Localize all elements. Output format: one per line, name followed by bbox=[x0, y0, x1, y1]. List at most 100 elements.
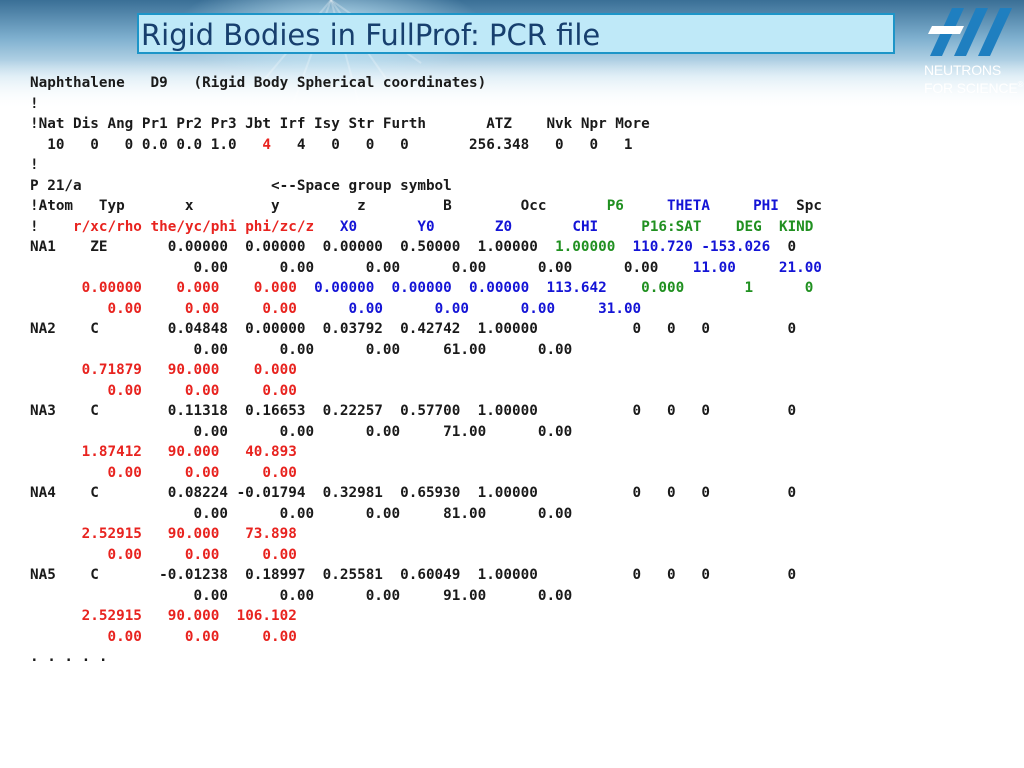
pcr-segment: 1.87412 90.000 40.893 bbox=[81, 444, 297, 460]
pcr-segment: 0.00000 0.00000 0.00000 113.642 bbox=[314, 280, 607, 296]
pcr-segment: 0.00 0.00 0.00 bbox=[107, 546, 297, 563]
pcr-segment: 0.00 0.00 0.00 bbox=[107, 300, 297, 317]
pcr-line: Naphthalene D9 (Rigid Body Spherical coo… bbox=[30, 73, 822, 94]
pcr-line: 10 0 0 0.0 0.0 1.0 4 4 0 0 0 256.348 0 0… bbox=[30, 135, 822, 156]
pcr-line: 0.00 0.00 0.00 0.00 0.00 0.00 11.00 21.0… bbox=[30, 258, 822, 279]
pcr-segment: !Nat Dis Ang Pr1 Pr2 Pr3 Jbt Irf Isy Str… bbox=[30, 116, 650, 132]
pcr-line: NA2 C 0.04848 0.00000 0.03792 0.42742 1.… bbox=[30, 319, 822, 340]
pcr-segment bbox=[314, 219, 340, 235]
pcr-line: ! bbox=[30, 94, 822, 115]
pcr-segment: !Atom Typ x y z B Occ bbox=[30, 198, 607, 214]
pcr-segment: 0.00 0.00 0.00 bbox=[107, 464, 297, 481]
pcr-segment bbox=[30, 547, 107, 563]
pcr-line: !Nat Dis Ang Pr1 Pr2 Pr3 Jbt Irf Isy Str… bbox=[30, 114, 822, 135]
pcr-segment: P 21/a <--Space group symbol bbox=[30, 177, 452, 194]
pcr-segment: KIND bbox=[778, 218, 814, 235]
pcr-segment: Naphthalene D9 (Rigid Body Spherical coo… bbox=[30, 75, 487, 91]
pcr-segment bbox=[357, 219, 417, 235]
pcr-segment bbox=[297, 280, 314, 296]
pcr-segment bbox=[30, 301, 107, 317]
pcr-line: 0.00 0.00 0.00 bbox=[30, 381, 822, 402]
pcr-line: 0.00 0.00 0.00 91.00 0.00 bbox=[30, 586, 822, 607]
pcr-segment: 0.00000 0.000 0.000 bbox=[81, 280, 297, 296]
pcr-segment: Y0 bbox=[417, 218, 435, 235]
pcr-line: 0.00 0.00 0.00 81.00 0.00 bbox=[30, 504, 822, 525]
pcr-segment: ! bbox=[30, 157, 39, 173]
pcr-line: !Atom Typ x y z B Occ P6 THETA PHI Spc bbox=[30, 196, 822, 217]
pcr-segment: 0 bbox=[770, 239, 797, 255]
pcr-line: NA5 C -0.01238 0.18997 0.25581 0.60049 1… bbox=[30, 565, 822, 586]
pcr-line: P 21/a <--Space group symbol bbox=[30, 176, 822, 197]
pcr-segment: NA2 C 0.04848 0.00000 0.03792 0.42742 1.… bbox=[30, 321, 797, 337]
pcr-file-listing: Naphthalene D9 (Rigid Body Spherical coo… bbox=[30, 73, 822, 668]
pcr-segment: 11.00 bbox=[692, 259, 736, 276]
pcr-segment bbox=[607, 280, 641, 296]
pcr-line: 2.52915 90.000 73.898 bbox=[30, 524, 822, 545]
pcr-segment bbox=[598, 219, 641, 235]
pcr-line: . . . . . bbox=[30, 647, 822, 668]
ill-logo: NEUTRONS FOR SCIENCE® bbox=[924, 4, 1024, 104]
pcr-segment: 0.00 0.00 0.00 bbox=[107, 382, 297, 399]
pcr-line: 0.00 0.00 0.00 bbox=[30, 627, 822, 648]
pcr-line: 0.00 0.00 0.00 61.00 0.00 bbox=[30, 340, 822, 361]
pcr-segment bbox=[30, 362, 82, 378]
pcr-segment: NA1 ZE 0.00000 0.00000 0.00000 0.50000 1… bbox=[30, 239, 556, 255]
pcr-segment bbox=[710, 198, 753, 214]
pcr-line: ! bbox=[30, 155, 822, 176]
pcr-segment bbox=[30, 280, 82, 296]
pcr-line: 0.00 0.00 0.00 bbox=[30, 463, 822, 484]
pcr-segment: CHI bbox=[572, 218, 599, 235]
logo-tagline-neutrons: NEUTRONS bbox=[924, 62, 1001, 78]
title-box: Rigid Bodies in FullProf: PCR file bbox=[137, 13, 895, 54]
pcr-segment bbox=[30, 465, 107, 481]
pcr-segment: 0.00 0.00 0.00 91.00 0.00 bbox=[30, 587, 573, 604]
pcr-segment: 0.00 0.00 0.00 bbox=[107, 628, 297, 645]
pcr-segment: Z0 bbox=[494, 218, 513, 235]
pcr-segment bbox=[624, 198, 667, 214]
pcr-segment: 2.52915 90.000 106.102 bbox=[81, 608, 297, 624]
pcr-segment: 0.000 1 0 bbox=[641, 280, 814, 296]
pcr-segment bbox=[30, 444, 82, 460]
pcr-line: 2.52915 90.000 106.102 bbox=[30, 606, 822, 627]
pcr-segment: DEG bbox=[735, 218, 762, 235]
pcr-line: NA4 C 0.08224 -0.01794 0.32981 0.65930 1… bbox=[30, 483, 822, 504]
pcr-segment bbox=[30, 608, 82, 624]
pcr-segment bbox=[762, 219, 779, 235]
pcr-segment: 2.52915 90.000 73.898 bbox=[81, 526, 297, 542]
pcr-segment bbox=[736, 260, 779, 276]
pcr-segment: 0.00 0.00 0.00 61.00 0.00 bbox=[30, 341, 573, 358]
pcr-segment: NA4 C 0.08224 -0.01794 0.32981 0.65930 1… bbox=[30, 485, 797, 501]
pcr-segment bbox=[435, 219, 495, 235]
pcr-segment: THETA bbox=[666, 198, 711, 214]
pcr-segment: 1.00000 bbox=[555, 239, 616, 255]
pcr-line: 0.00000 0.000 0.000 0.00000 0.00000 0.00… bbox=[30, 278, 822, 299]
pcr-segment: 0.00 0.00 0.00 0.00 0.00 0.00 bbox=[30, 259, 693, 276]
pcr-segment: X0 bbox=[339, 218, 358, 235]
pcr-segment: 0.00 0.00 0.00 81.00 0.00 bbox=[30, 505, 573, 522]
pcr-line: 0.71879 90.000 0.000 bbox=[30, 360, 822, 381]
pcr-segment: P6 bbox=[606, 198, 624, 214]
pcr-segment: 0.71879 90.000 0.000 bbox=[81, 362, 297, 378]
pcr-segment bbox=[615, 239, 632, 255]
pcr-segment bbox=[30, 526, 82, 542]
pcr-segment: ! bbox=[30, 95, 39, 112]
pcr-line: ! r/xc/rho the/yc/phi phi/zc/z X0 Y0 Z0 … bbox=[30, 217, 822, 238]
pcr-segment: 10 0 0 0.0 0.0 1.0 bbox=[30, 136, 263, 153]
pcr-segment: ! bbox=[30, 218, 74, 235]
pcr-segment: r/xc/rho the/yc/phi phi/zc/z bbox=[73, 218, 315, 235]
pcr-segment: 0.00 0.00 0.00 31.00 bbox=[348, 300, 642, 317]
pcr-segment: P16:SAT bbox=[641, 218, 702, 235]
pcr-line: 1.87412 90.000 40.893 bbox=[30, 442, 822, 463]
pcr-segment: 4 bbox=[262, 136, 272, 153]
logo-tagline-science: FOR SCIENCE® bbox=[924, 80, 1024, 96]
pcr-segment: NA5 C -0.01238 0.18997 0.25581 0.60049 1… bbox=[30, 567, 797, 583]
pcr-segment bbox=[297, 301, 349, 317]
pcr-segment: . . . . . bbox=[30, 649, 108, 665]
pcr-line: NA1 ZE 0.00000 0.00000 0.00000 0.50000 1… bbox=[30, 237, 822, 258]
pcr-segment: 4 0 0 0 256.348 0 0 1 bbox=[271, 136, 633, 153]
pcr-segment bbox=[30, 383, 107, 399]
pcr-segment: 21.00 bbox=[778, 259, 822, 276]
pcr-segment: NA3 C 0.11318 0.16653 0.22257 0.57700 1.… bbox=[30, 403, 797, 419]
pcr-segment bbox=[512, 219, 572, 235]
pcr-segment: PHI bbox=[753, 198, 779, 214]
